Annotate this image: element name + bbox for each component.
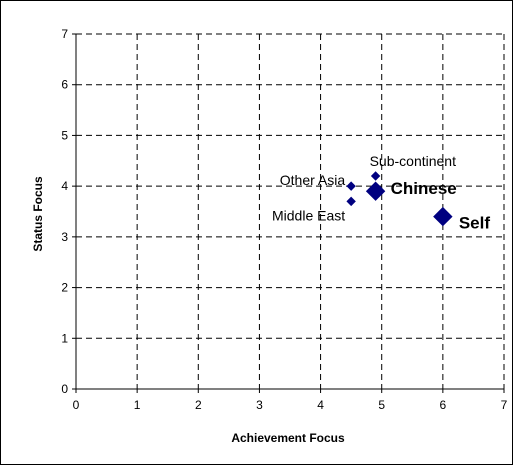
x-tick-label: 5 — [378, 398, 385, 412]
data-point-marker — [433, 206, 453, 227]
axes — [72, 33, 505, 393]
y-tick-label: 7 — [61, 27, 68, 41]
y-tick-label: 3 — [61, 230, 68, 244]
y-tick-label: 5 — [61, 128, 68, 142]
y-tick-label: 1 — [61, 331, 68, 345]
x-tick-label: 3 — [256, 398, 263, 412]
data-point-marker — [346, 181, 356, 191]
data-point-marker — [370, 171, 381, 181]
x-tick-label: 4 — [317, 398, 324, 412]
point-labels: Other Asia Sub-continent Middle East Chines… — [272, 153, 490, 233]
x-tick-label: 1 — [134, 398, 141, 412]
x-tick-label: 0 — [73, 398, 80, 412]
data-point-label: Other Asia — [280, 172, 346, 188]
data-point-label: Chinese — [391, 179, 457, 198]
y-tick-label: 0 — [61, 382, 68, 396]
data-point-label: Middle East — [272, 207, 345, 223]
x-tick-label: 7 — [501, 398, 508, 412]
data-point-marker — [346, 196, 356, 207]
y-tick-label: 4 — [61, 179, 68, 193]
y-tick-label: 2 — [61, 281, 68, 295]
data-point-label: Sub-continent — [370, 153, 457, 169]
y-axis-title: Status Focus — [31, 176, 45, 252]
data-points — [346, 171, 453, 227]
grid-lines — [76, 33, 505, 389]
x-axis-title: Achievement Focus — [231, 431, 345, 445]
x-tick-label: 6 — [440, 398, 447, 412]
data-point-marker — [365, 181, 386, 201]
x-tick-label: 2 — [195, 398, 202, 412]
tick-labels: 0 1 2 3 4 5 6 7 0 1 2 3 4 5 6 7 — [61, 27, 507, 412]
y-tick-label: 6 — [61, 78, 68, 92]
data-point-label: Self — [459, 214, 491, 233]
